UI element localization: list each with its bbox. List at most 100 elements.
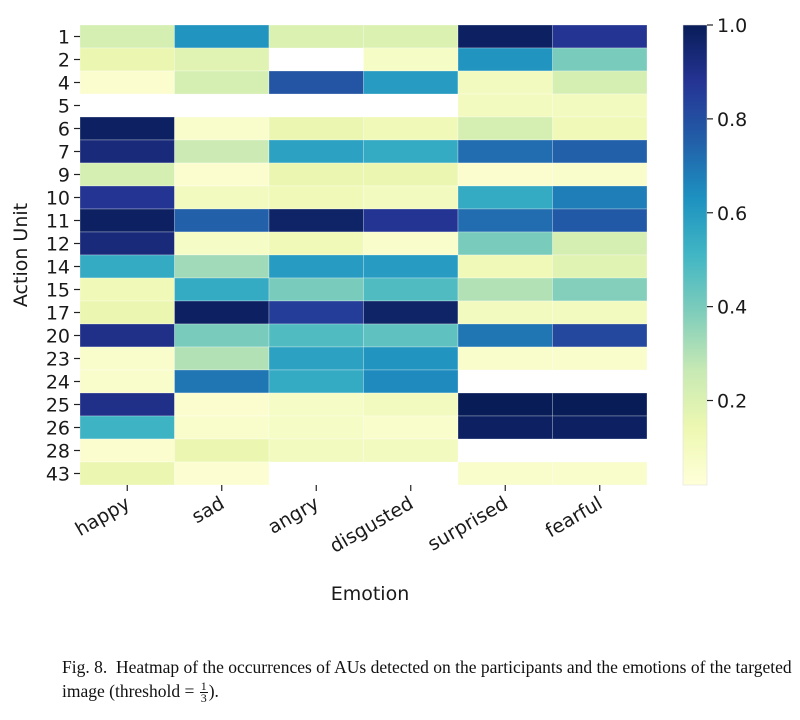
heatmap-cell	[268, 116, 364, 141]
heatmap-cell	[269, 94, 364, 117]
heatmap-cell	[174, 116, 270, 141]
heatmap-cell	[457, 47, 553, 72]
heatmap-cell	[268, 231, 364, 256]
heatmap-cell	[79, 300, 175, 325]
heatmap-cell	[79, 47, 175, 72]
heatmap-cell	[268, 277, 364, 302]
heatmap-cell	[363, 208, 459, 233]
heatmap-cell	[174, 415, 270, 440]
figure-caption: Fig. 8. Heatmap of the occurrences of AU…	[62, 655, 792, 704]
colorbar-ticks: 0.2 0.4 0.6 0.8 1.0	[707, 15, 747, 413]
y-tick-label: 17	[46, 303, 70, 325]
heatmap-cell	[174, 323, 270, 348]
heatmap-cell	[457, 70, 553, 95]
x-axis-label: Emotion	[331, 583, 410, 605]
x-tick-label: disgusted	[326, 492, 417, 557]
heatmap-cell	[363, 231, 459, 256]
heatmap-cell	[174, 369, 270, 394]
heatmap-cell	[363, 70, 459, 95]
y-tick-label: 23	[46, 349, 70, 371]
heatmap-cell	[174, 461, 270, 486]
y-tick-label: 25	[46, 395, 70, 417]
heatmap-cell	[552, 323, 648, 348]
heatmap-cell	[174, 162, 270, 187]
x-axis-ticks: happy sad angry disgusted surprised fearful	[72, 485, 607, 558]
heatmap-cells	[79, 24, 648, 486]
heatmap-cell	[552, 116, 648, 141]
heatmap-cell	[174, 392, 270, 417]
caption-prefix: Fig. 8.	[62, 657, 108, 677]
fraction-denominator: 3	[200, 691, 207, 706]
y-tick-label: 11	[46, 211, 70, 233]
heatmap-cell	[552, 300, 648, 325]
heatmap-cell	[174, 300, 270, 325]
heatmap-cell	[363, 323, 459, 348]
heatmap-cell	[552, 139, 648, 164]
colorbar-tick-label: 0.4	[717, 297, 747, 319]
heatmap-cell	[363, 462, 458, 485]
heatmap-cell	[79, 24, 175, 49]
heatmap-cell	[363, 116, 459, 141]
heatmap-cell	[457, 277, 553, 302]
heatmap-cell	[363, 300, 459, 325]
x-tick-label: fearful	[542, 492, 607, 542]
heatmap-cell	[268, 300, 364, 325]
heatmap-cell	[363, 24, 459, 49]
heatmap-cell	[552, 162, 648, 187]
heatmap-cell	[80, 94, 175, 117]
heatmap-cell	[79, 70, 175, 95]
heatmap-cell	[269, 48, 364, 71]
heatmap-cell	[457, 346, 553, 371]
fraction-numerator: 1	[199, 679, 208, 694]
colorbar-tick-label: 1.0	[717, 15, 747, 37]
heatmap-cell	[457, 231, 553, 256]
heatmap-cell	[268, 24, 364, 49]
heatmap-cell	[268, 254, 364, 279]
heatmap-cell	[363, 277, 459, 302]
heatmap-cell	[174, 208, 270, 233]
heatmap-cell	[458, 370, 553, 393]
heatmap-cell	[79, 162, 175, 187]
y-tick-label: 15	[46, 280, 70, 302]
y-tick-label: 2	[58, 50, 70, 72]
heatmap-cell	[363, 139, 459, 164]
heatmap-cell	[552, 70, 648, 95]
heatmap-cell	[79, 231, 175, 256]
heatmap-cell	[268, 369, 364, 394]
heatmap-cell	[457, 392, 553, 417]
heatmap-cell	[552, 461, 648, 486]
heatmap-cell	[458, 439, 553, 462]
heatmap-cell	[552, 231, 648, 256]
heatmap-cell	[174, 47, 270, 72]
heatmap-cell	[174, 139, 270, 164]
heatmap-cell	[552, 439, 647, 462]
colorbar-tick-label: 0.6	[717, 203, 747, 225]
heatmap-cell	[363, 47, 459, 72]
heatmap-cell	[552, 277, 648, 302]
heatmap-cell	[174, 24, 270, 49]
heatmap-cell	[268, 346, 364, 371]
x-tick-label: sad	[188, 492, 228, 528]
heatmap-cell	[363, 392, 459, 417]
heatmap-cell	[457, 461, 553, 486]
heatmap-cell	[457, 254, 553, 279]
heatmap-cell	[552, 47, 648, 72]
y-tick-label: 20	[46, 326, 70, 348]
heatmap-cell	[174, 438, 270, 463]
y-tick-label: 1	[58, 27, 70, 49]
y-tick-label: 14	[46, 257, 70, 279]
heatmap-cell	[552, 370, 647, 393]
heatmap-cell	[363, 185, 459, 210]
heatmap-cell	[363, 415, 459, 440]
y-tick-label: 43	[46, 464, 70, 486]
heatmap-cell	[363, 346, 459, 371]
heatmap-cell	[552, 24, 648, 49]
heatmap-cell	[552, 185, 648, 210]
heatmap-cell	[79, 208, 175, 233]
heatmap-cell	[174, 70, 270, 95]
heatmap-cell	[268, 162, 364, 187]
heatmap-cell	[552, 93, 648, 118]
y-tick-label: 10	[46, 188, 70, 210]
y-tick-label: 4	[58, 73, 70, 95]
